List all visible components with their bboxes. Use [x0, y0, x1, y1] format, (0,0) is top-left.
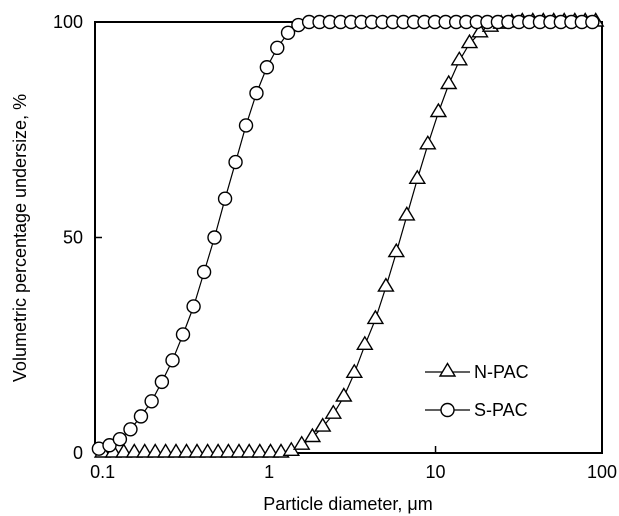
- legend: N-PAC S-PAC: [425, 362, 529, 420]
- data-point: [271, 41, 284, 54]
- data-point: [410, 171, 425, 184]
- series-line-n-pac: [103, 22, 596, 453]
- y-tick-label: 100: [53, 12, 83, 32]
- data-point: [326, 406, 341, 419]
- data-point: [452, 52, 467, 65]
- data-point: [134, 410, 147, 423]
- data-point: [378, 279, 393, 292]
- series-layer: [92, 14, 603, 458]
- data-point: [229, 156, 242, 169]
- y-tick-label: 0: [73, 443, 83, 463]
- series-line-s-pac: [99, 22, 592, 449]
- data-point: [176, 328, 189, 341]
- legend-circle-icon: [441, 404, 454, 417]
- data-point: [198, 265, 211, 278]
- data-point: [420, 136, 435, 149]
- x-tick-label: 0.1: [90, 462, 115, 482]
- data-point: [260, 61, 273, 74]
- x-tick-label: 1: [264, 462, 274, 482]
- data-point: [113, 433, 126, 446]
- data-point: [441, 76, 456, 89]
- data-point: [166, 354, 179, 367]
- y-tick-label: 50: [63, 228, 83, 248]
- legend-label-n-pac: N-PAC: [474, 362, 529, 382]
- data-point: [124, 423, 137, 436]
- data-point: [240, 119, 253, 132]
- y-axis-title: Volumetric percentage undersize, %: [10, 94, 30, 382]
- data-point: [357, 337, 372, 350]
- data-point: [155, 375, 168, 388]
- legend-triangle-icon: [440, 364, 455, 377]
- data-point: [399, 207, 414, 220]
- data-point: [368, 311, 383, 324]
- plot-frame: [95, 22, 602, 453]
- x-tick-label: 10: [426, 462, 446, 482]
- x-axis-title: Particle diameter, μm: [263, 494, 432, 514]
- data-point: [347, 365, 362, 378]
- legend-item-s-pac: S-PAC: [425, 400, 528, 420]
- data-point: [145, 395, 158, 408]
- legend-item-n-pac: N-PAC: [425, 362, 529, 382]
- data-point: [431, 104, 446, 117]
- series-n-pac: [95, 14, 603, 458]
- data-point: [389, 244, 404, 257]
- x-tick-label: 100: [587, 462, 617, 482]
- data-point: [208, 231, 221, 244]
- data-point: [187, 300, 200, 313]
- data-point: [586, 16, 599, 29]
- data-point: [336, 389, 351, 402]
- data-point: [250, 87, 263, 100]
- series-s-pac: [92, 16, 598, 456]
- legend-label-s-pac: S-PAC: [474, 400, 528, 420]
- data-point: [219, 192, 232, 205]
